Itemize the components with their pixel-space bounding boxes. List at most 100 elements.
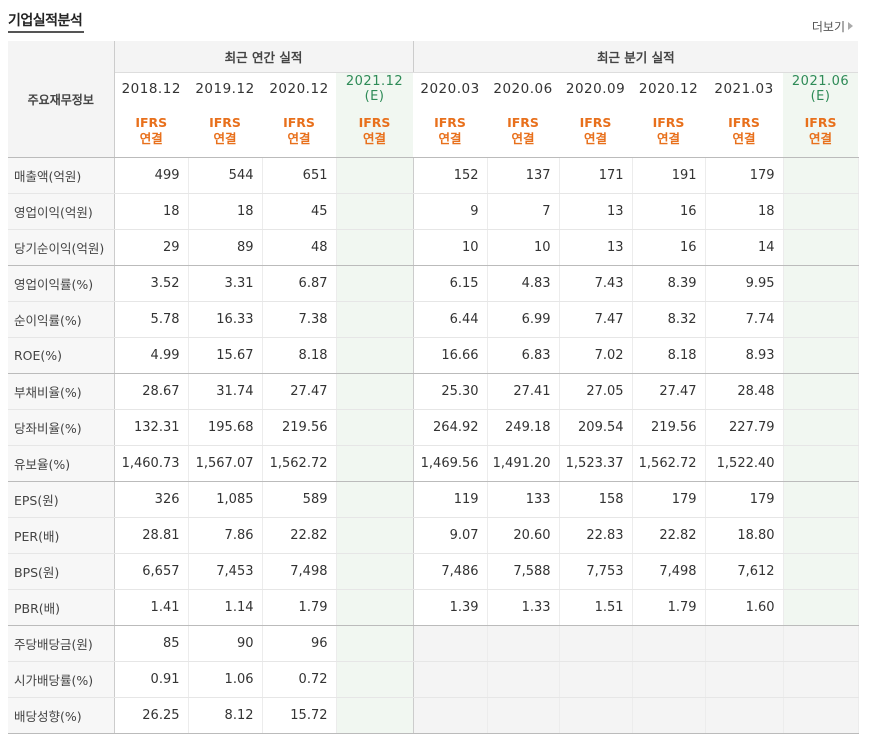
table-cell: 651 — [262, 157, 337, 194]
table-cell: 179 — [705, 157, 784, 194]
estimate-marker: (E) — [810, 88, 831, 104]
table-row: PBR(배) 1.41 1.14 1.79 1.39 1.33 1.51 1.79 1.60 — [8, 589, 859, 626]
table-cell: 18 — [188, 193, 263, 230]
table-cell: 18 — [705, 193, 784, 230]
table-cell: 1.33 — [487, 589, 560, 626]
period-header: 2021.06 (E) — [783, 72, 859, 104]
period-header: 2019.12 — [188, 73, 262, 105]
table-cell: 6.87 — [262, 265, 337, 302]
table-cell: 45 — [262, 193, 337, 230]
table-cell: 209.54 — [559, 409, 633, 446]
table-cell: 179 — [705, 481, 784, 518]
more-link[interactable]: 더보기 — [812, 18, 853, 35]
row-label: 영업이익(억원) — [8, 193, 115, 230]
table-cell — [783, 409, 859, 446]
table-cell: 544 — [188, 157, 263, 194]
table-cell: 8.32 — [632, 301, 706, 338]
table-cell: 4.99 — [114, 337, 189, 374]
header-date-row: 2018.12 2019.12 2020.12 2021.12 (E) 2020.03 20… — [8, 72, 859, 105]
row-label: 영업이익률(%) — [8, 265, 115, 302]
table-cell: 589 — [262, 481, 337, 518]
table-cell — [783, 697, 859, 734]
ifrs-header: IFRS 연결 — [188, 104, 262, 158]
table-cell: 1.41 — [114, 589, 189, 626]
table-cell — [336, 409, 414, 446]
table-cell: 9 — [413, 193, 488, 230]
table-cell — [336, 661, 414, 698]
ifrs-header: IFRS 연결 — [632, 104, 706, 158]
table-cell: 8.12 — [188, 697, 263, 734]
table-cell — [487, 661, 560, 698]
ifrs-label: IFRS — [209, 114, 241, 130]
table-cell: 22.82 — [632, 517, 706, 554]
table-cell: 499 — [114, 157, 189, 194]
ifrs-label: IFRS — [728, 114, 760, 130]
table-cell: 27.05 — [559, 373, 633, 410]
table-cell: 7.02 — [559, 337, 633, 374]
table-row: 순이익률(%) 5.78 16.33 7.38 6.44 6.99 7.47 8.32 7.74 — [8, 301, 859, 338]
table-cell — [413, 697, 488, 734]
table-cell — [336, 301, 414, 338]
ifrs-header: IFRS 연결 — [559, 104, 633, 158]
table-cell: 133 — [487, 481, 560, 518]
table-cell — [783, 265, 859, 302]
table-cell — [336, 337, 414, 374]
table-cell — [336, 193, 414, 230]
ifrs-header: IFRS 연결 — [705, 104, 784, 158]
annual-group-header: 최근 연간 실적 — [114, 41, 414, 73]
ifrs-label: IFRS — [283, 114, 315, 130]
period-date: 2020.09 — [565, 80, 626, 97]
row-label: 당좌비율(%) — [8, 409, 115, 446]
table-cell: 13 — [559, 193, 633, 230]
row-label: 배당성향(%) — [8, 697, 115, 734]
table-cell: 7,486 — [413, 553, 488, 590]
table-cell: 1,085 — [188, 481, 263, 518]
financial-table: 주요재무정보 최근 연간 실적 최근 분기 실적 2018.12 2019.12 2020… — [8, 41, 859, 734]
table-cell: 18 — [114, 193, 189, 230]
header-ifrs-row: IFRS 연결 IFRS 연결 IFRS 연결 IFRS 연결 IFRS 연결 IFRS 연결 IFRS… — [8, 104, 859, 158]
table-cell: 10 — [413, 229, 488, 266]
table-cell — [705, 661, 784, 698]
period-header: 2020.03 — [413, 73, 487, 105]
table-cell — [559, 661, 633, 698]
table-row: 부채비율(%) 28.67 31.74 27.47 25.30 27.41 27.05 27.… — [8, 373, 859, 410]
table-row: 주당배당금(원) 85 90 96 — [8, 625, 859, 662]
consolidated-label: 연결 — [584, 130, 608, 146]
consolidated-label: 연결 — [511, 130, 535, 146]
table-cell: 28.67 — [114, 373, 189, 410]
table-cell: 219.56 — [632, 409, 706, 446]
header-group-row: 주요재무정보 최근 연간 실적 최근 분기 실적 — [8, 41, 859, 158]
period-header: 2020.12 — [262, 73, 336, 105]
consolidated-label: 연결 — [363, 130, 387, 146]
row-label: 순이익률(%) — [8, 301, 115, 338]
table-cell: 6.15 — [413, 265, 488, 302]
table-cell — [632, 661, 706, 698]
table-cell: 9.07 — [413, 517, 488, 554]
ifrs-label: IFRS — [135, 114, 168, 130]
table-cell: 16 — [632, 193, 706, 230]
table-cell: 6.99 — [487, 301, 560, 338]
table-cell: 3.31 — [188, 265, 263, 302]
period-date: 2020.12 — [638, 80, 699, 97]
table-cell: 22.83 — [559, 517, 633, 554]
table-cell: 1,562.72 — [632, 445, 706, 482]
row-label: PER(배) — [8, 517, 115, 554]
table-cell: 1,469.56 — [413, 445, 488, 482]
table-cell: 90 — [188, 625, 263, 662]
table-cell: 191 — [632, 157, 706, 194]
table-cell — [336, 265, 414, 302]
table-cell: 0.91 — [114, 661, 189, 698]
table-cell: 8.18 — [262, 337, 337, 374]
table-cell — [487, 697, 560, 734]
table-cell — [336, 445, 414, 482]
table-cell: 48 — [262, 229, 337, 266]
table-cell: 26.25 — [114, 697, 189, 734]
period-date: 2019.12 — [195, 80, 255, 97]
period-header: 2021.03 — [705, 73, 783, 105]
consolidated-label: 연결 — [213, 130, 237, 146]
table-row: 배당성향(%) 26.25 8.12 15.72 — [8, 697, 859, 734]
consolidated-label: 연결 — [732, 130, 756, 146]
table-cell — [336, 481, 414, 518]
table-cell: 3.52 — [114, 265, 189, 302]
